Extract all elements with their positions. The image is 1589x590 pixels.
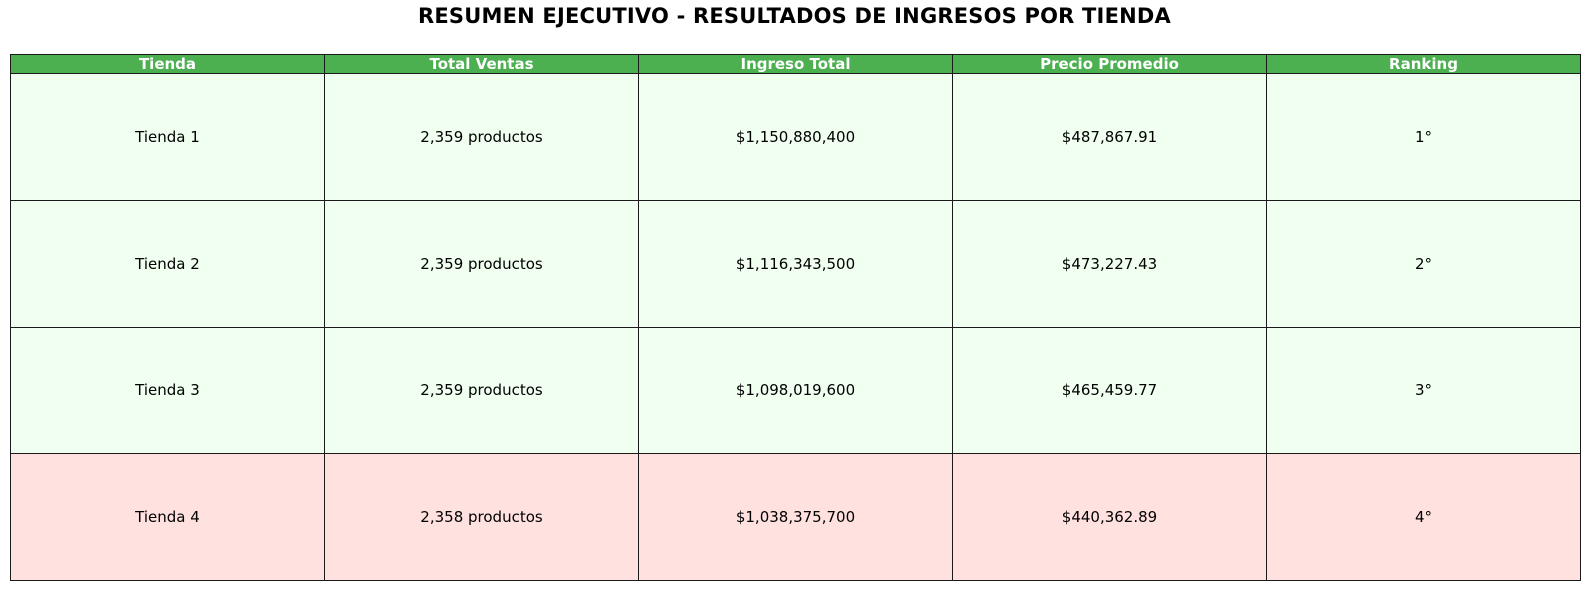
table-cell: 2,359 productos xyxy=(324,199,639,328)
table-cell: $440,362.89 xyxy=(952,453,1267,581)
table-cell: $1,098,019,600 xyxy=(638,326,953,455)
column-header: Ingreso Total xyxy=(638,54,953,74)
header-row: Tienda Total Ventas Ingreso Total Precio Pr… xyxy=(10,54,1581,74)
table-cell: 1° xyxy=(1266,73,1581,201)
table-cell: $487,867.91 xyxy=(952,73,1267,201)
column-header: Tienda xyxy=(10,54,325,74)
column-header: Ranking xyxy=(1266,54,1581,74)
table-row: Tienda 4 2,358 productos $1,038,375,700 $44… xyxy=(10,453,1581,581)
table-cell: Tienda 3 xyxy=(10,326,325,455)
table-cell: 2° xyxy=(1266,199,1581,328)
table-row: Tienda 1 2,359 productos $1,150,880,400 $48… xyxy=(10,73,1581,201)
table-cell: $465,459.77 xyxy=(952,326,1267,455)
table-cell: $1,038,375,700 xyxy=(638,453,953,581)
table-row: Tienda 2 2,359 productos $1,116,343,500 $47… xyxy=(10,199,1581,328)
table-body: Tienda 1 2,359 productos $1,150,880,400 $48… xyxy=(10,73,1581,581)
column-header: Total Ventas xyxy=(324,54,639,74)
table-cell: Tienda 4 xyxy=(10,453,325,581)
table-cell: 2,359 productos xyxy=(324,73,639,201)
chart-title: RESUMEN EJECUTIVO - RESULTADOS DE INGRES… xyxy=(418,4,1171,28)
table-cell: $1,116,343,500 xyxy=(638,199,953,328)
summary-table: Tienda Total Ventas Ingreso Total Precio Pr… xyxy=(10,54,1581,581)
table-cell: 3° xyxy=(1266,326,1581,455)
table-cell: 2,358 productos xyxy=(324,453,639,581)
table-header: Tienda Total Ventas Ingreso Total Precio Pr… xyxy=(10,54,1581,74)
table-cell: $473,227.43 xyxy=(952,199,1267,328)
table-cell: 2,359 productos xyxy=(324,326,639,455)
table-cell: $1,150,880,400 xyxy=(638,73,953,201)
table-cell: Tienda 1 xyxy=(10,73,325,201)
table-row: Tienda 3 2,359 productos $1,098,019,600 $46… xyxy=(10,326,1581,455)
table-cell: 4° xyxy=(1266,453,1581,581)
table-cell: Tienda 2 xyxy=(10,199,325,328)
column-header: Precio Promedio xyxy=(952,54,1267,74)
